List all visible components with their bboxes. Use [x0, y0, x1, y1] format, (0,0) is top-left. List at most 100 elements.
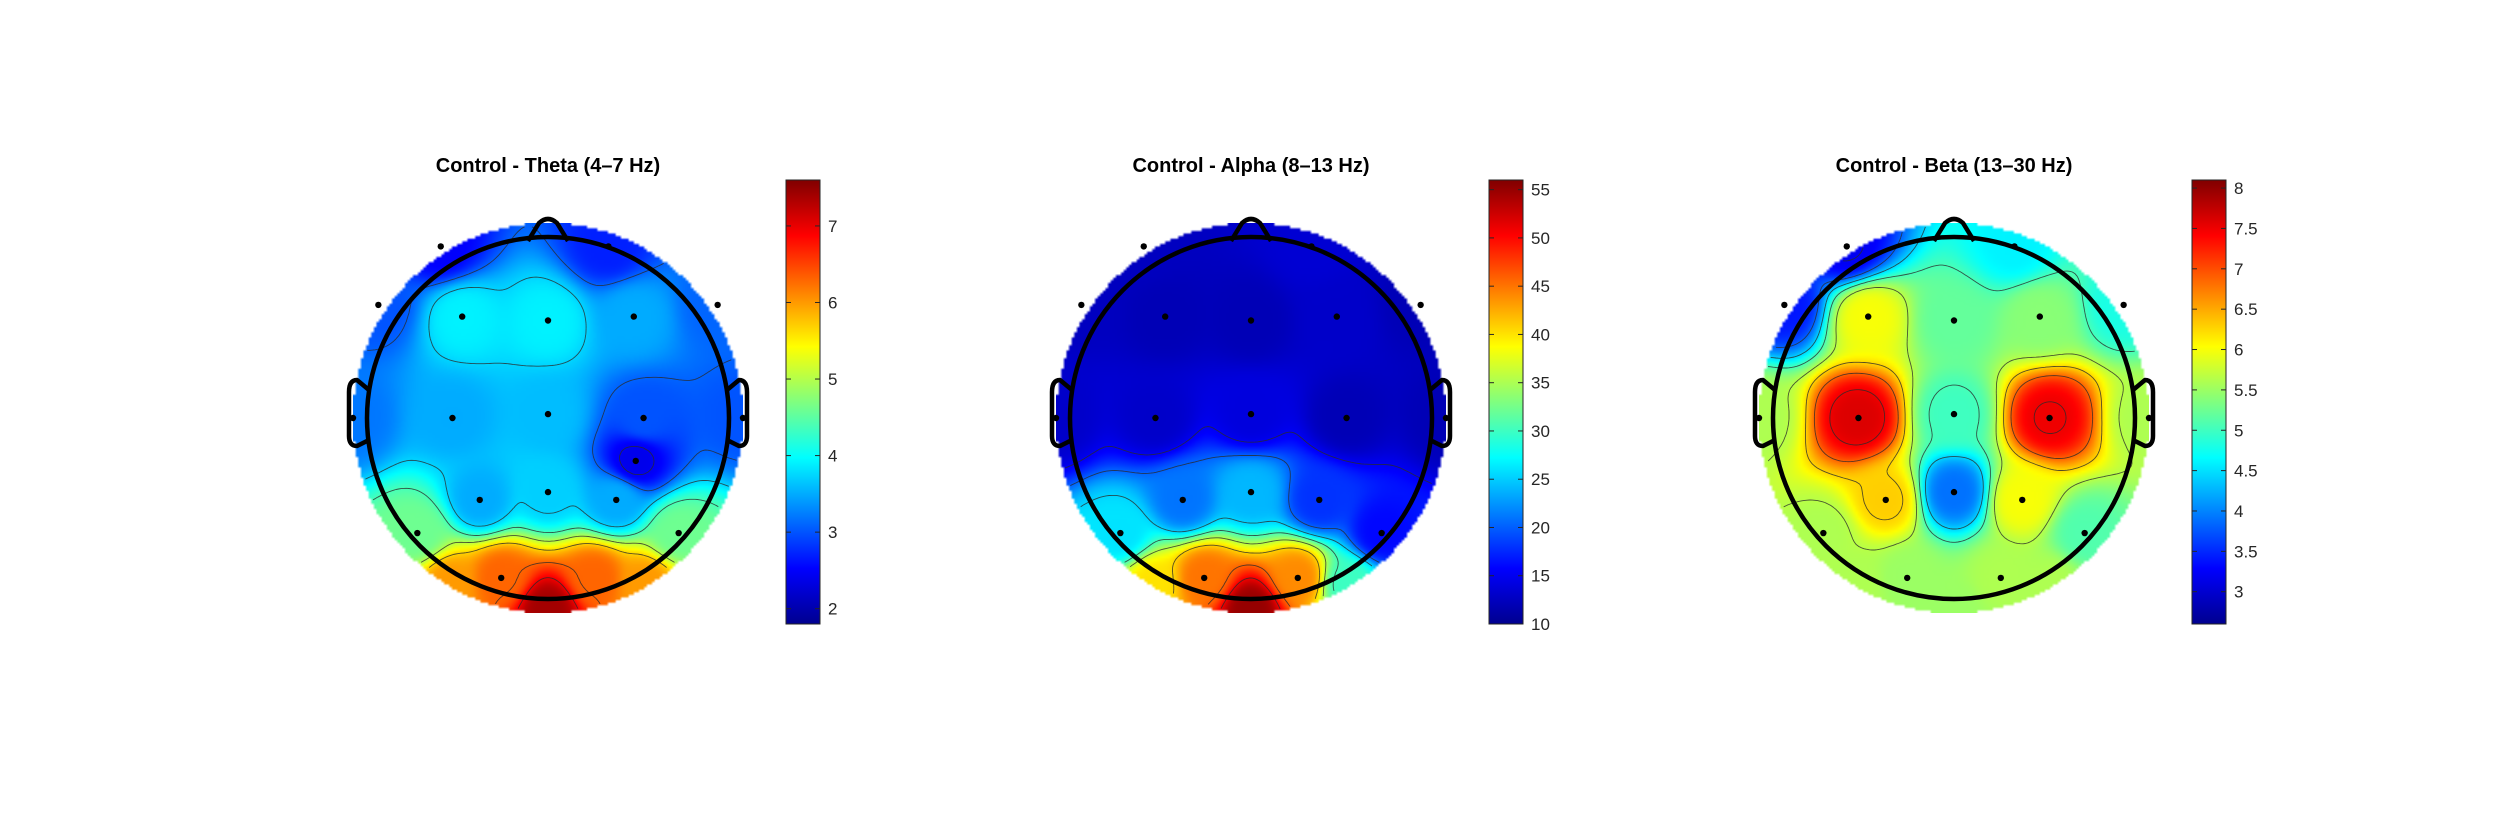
contour-lines: [365, 226, 737, 609]
panel-title: Control - Theta (4–7 Hz): [436, 155, 660, 177]
electrode-marker: [1333, 313, 1340, 320]
colorbar: 3 3.5 4 4.5 5 5.5 6 6.5 7 7.5 8: [2191, 179, 2258, 625]
electrode-marker: [437, 243, 444, 250]
electrode-marker: [1950, 410, 1958, 418]
electrode-marker: [2046, 414, 2053, 422]
electrode-marker: [1950, 317, 1958, 324]
electrode-marker: [1247, 410, 1255, 418]
electrode-marker: [544, 317, 552, 324]
right-ear-outline: [725, 377, 750, 449]
colorbar-tick-label: 7: [828, 217, 837, 236]
head-outline: [1067, 234, 1435, 602]
electrode-marker: [544, 410, 552, 418]
electrode-marker: [498, 574, 505, 582]
electrode-marker: [414, 529, 421, 537]
electrode-marker: [1904, 574, 1911, 582]
electrode-marker: [1882, 496, 1889, 504]
interpolated-map: [1056, 223, 1446, 613]
electrode-marker: [1865, 313, 1872, 320]
colorbar-tick-label: 25: [1531, 470, 1550, 489]
colorbar-tick-label: 7: [2234, 260, 2243, 279]
colorbar-tick-label: 30: [1531, 422, 1550, 441]
scalp-map: [346, 216, 750, 613]
colorbar-tick-label: 35: [1531, 374, 1550, 393]
electrode-marker: [2120, 301, 2127, 309]
colorbar-tick-label: 4: [2234, 502, 2243, 521]
colorbar-tick-label: 5: [2234, 421, 2243, 440]
electrode-marker: [1294, 574, 1301, 582]
panel-title: Control - Beta (13–30 Hz): [1836, 155, 2073, 177]
electrode-marker: [544, 488, 552, 496]
scalp-map: [1049, 216, 1453, 613]
nose-outline: [1932, 216, 1976, 243]
contour-path: [365, 226, 737, 609]
contour-lines: [1064, 426, 1432, 610]
electrode-marker: [1316, 496, 1323, 504]
nose-outline: [1229, 216, 1273, 243]
left-ear-outline: [346, 377, 371, 449]
electrode-markers: [1755, 243, 2153, 582]
electrode-marker: [630, 313, 637, 320]
left-ear-outline: [1752, 377, 1777, 449]
electrode-marker: [640, 414, 647, 422]
colorbar-tick-label: 20: [1531, 518, 1550, 537]
colorbar: 2 3 4 5 6 7: [785, 179, 837, 625]
electrode-marker: [1820, 529, 1827, 537]
electrode-marker: [1378, 529, 1385, 537]
right-ear-outline: [1428, 377, 1453, 449]
electrode-marker: [605, 243, 612, 250]
electrode-marker: [449, 414, 456, 422]
interpolated-map: [1759, 223, 2149, 613]
head-outline: [1770, 234, 2138, 602]
right-ear-outline: [2131, 377, 2156, 449]
electrode-marker: [613, 496, 620, 504]
electrode-marker: [2036, 313, 2043, 320]
colorbar-tick-label: 5: [828, 370, 837, 389]
electrode-marker: [1201, 574, 1208, 582]
electrode-marker: [1442, 414, 1450, 422]
electrode-marker: [1052, 414, 1060, 422]
colorbar-tick-label: 6: [828, 293, 837, 312]
electrode-marker: [2145, 414, 2153, 422]
colorbar-tick-label: 10: [1531, 615, 1550, 634]
colorbar-gradient: [785, 179, 821, 625]
colorbar-tick-label: 4.5: [2234, 462, 2258, 481]
contour-path: [1064, 426, 1432, 610]
interpolated-map: [353, 223, 743, 613]
electrode-marker: [1843, 243, 1850, 250]
colorbar-tick-label: 8: [2234, 179, 2243, 198]
colorbar-tick-label: 50: [1531, 229, 1550, 248]
colorbar-tick-label: 55: [1531, 181, 1550, 200]
left-ear-outline: [1049, 377, 1074, 449]
colorbar-tick-label: 3.5: [2234, 542, 2258, 561]
colorbar-tick-label: 3: [2234, 583, 2243, 602]
electrode-marker: [1343, 414, 1350, 422]
electrode-marker: [1855, 414, 1862, 422]
electrode-marker: [375, 301, 382, 309]
electrode-marker: [1117, 529, 1124, 537]
electrode-marker: [1078, 301, 1085, 309]
contour-path: [1767, 226, 2135, 551]
electrode-marker: [714, 301, 721, 309]
colorbar-tick-label: 40: [1531, 325, 1550, 344]
electrode-marker: [459, 313, 466, 320]
electrode-marker: [1755, 414, 1763, 422]
electrode-marker: [2011, 243, 2018, 250]
electrode-marker: [1140, 243, 1147, 250]
colorbar-tick-label: 6: [2234, 341, 2243, 360]
electrode-marker: [675, 529, 682, 537]
head-outline: [364, 234, 732, 602]
electrode-marker: [1997, 574, 2004, 582]
electrode-marker: [2081, 529, 2088, 537]
colorbar-tick-label: 2: [828, 600, 837, 619]
topoplot-panel-theta: Control - Theta (4–7 Hz) 2 3 4 5 6 7: [346, 155, 837, 625]
colorbar-tick-label: 4: [828, 447, 837, 466]
electrode-marker: [1162, 313, 1169, 320]
electrode-marker: [739, 414, 747, 422]
electrode-marker: [1152, 414, 1159, 422]
electrode-marker: [1247, 488, 1255, 496]
colorbar-tick-label: 45: [1531, 277, 1550, 296]
colorbar: 10 15 20 25 30 35 40 45 50 55: [1488, 179, 1550, 634]
panel-title: Control - Alpha (8–13 Hz): [1132, 155, 1369, 177]
